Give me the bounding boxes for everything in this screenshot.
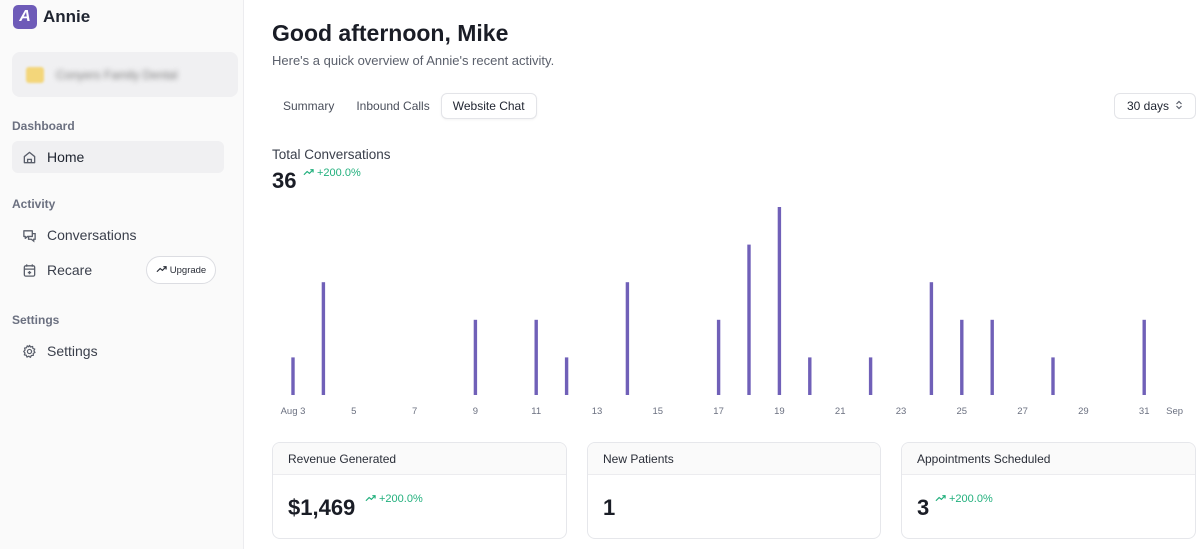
x-tick-label: 13 xyxy=(592,406,603,417)
chart-bar[interactable] xyxy=(868,357,873,395)
section-label-settings: Settings xyxy=(12,313,60,327)
stat-card-label: Revenue Generated xyxy=(273,443,566,475)
x-tick-label: 15 xyxy=(653,406,664,417)
x-tick-label: 21 xyxy=(835,406,846,417)
x-tick-label: 25 xyxy=(957,406,968,417)
chart-bar[interactable] xyxy=(960,319,964,395)
change-value: +200.0% xyxy=(379,493,423,505)
stat-card-change: +200.0% xyxy=(935,493,993,505)
upgrade-button[interactable]: Upgrade xyxy=(146,256,216,284)
x-tick-label: 23 xyxy=(896,406,907,417)
stat-card-value: 3 xyxy=(917,495,930,520)
sidebar-item-label: Recare xyxy=(47,262,93,278)
trend-up-icon xyxy=(935,493,946,505)
x-tick-label: 17 xyxy=(713,406,724,417)
chart-bar[interactable] xyxy=(473,319,478,395)
section-label-dashboard: Dashboard xyxy=(12,119,75,133)
org-name: Conyers Family Dental xyxy=(56,67,178,82)
stat-card-label: Appointments Scheduled xyxy=(902,443,1195,475)
chevron-up-down-icon xyxy=(1175,99,1183,113)
total-conversations-change: +200.0% xyxy=(303,167,361,179)
x-tick-label: 7 xyxy=(412,406,417,417)
sidebar: A Annie Conyers Family Dental Dashboard … xyxy=(0,0,244,549)
chat-icon xyxy=(20,226,38,244)
x-tick-label: Sep xyxy=(1166,406,1183,417)
x-tick-label: 9 xyxy=(473,406,478,417)
page-subtitle: Here's a quick overview of Annie's recen… xyxy=(272,53,555,68)
x-tick-label: 5 xyxy=(351,406,356,417)
chart-bar[interactable] xyxy=(291,357,295,395)
home-icon xyxy=(20,148,38,166)
chart-bar[interactable] xyxy=(747,244,751,395)
brand-name: Annie xyxy=(43,7,91,26)
main-content: Good afternoon, Mike Here's a quick over… xyxy=(244,0,1200,549)
sidebar-item-label: Settings xyxy=(47,343,98,359)
section-label-activity: Activity xyxy=(12,197,56,211)
trend-up-icon xyxy=(156,265,167,276)
stat-card-appointments: Appointments Scheduled 3 +200.0% xyxy=(901,442,1196,539)
chart-bar[interactable] xyxy=(564,357,569,395)
stat-card-label: New Patients xyxy=(588,443,880,475)
sidebar-item-label: Home xyxy=(47,149,85,165)
sidebar-item-conversations[interactable]: Conversations xyxy=(12,219,224,251)
brand[interactable]: A Annie xyxy=(13,5,90,29)
x-tick-label: 29 xyxy=(1078,406,1089,417)
chart-bar[interactable] xyxy=(716,319,721,395)
brand-logo-icon: A xyxy=(13,5,37,29)
date-range-value: 30 days xyxy=(1126,99,1170,113)
chart-bar[interactable] xyxy=(777,207,782,395)
stat-card-change: +200.0% xyxy=(365,493,423,505)
sidebar-item-home[interactable]: Home xyxy=(12,141,224,173)
tab-bar: Summary Inbound Calls Website Chat xyxy=(272,93,537,119)
chart-bar[interactable] xyxy=(534,319,538,395)
tab-summary[interactable]: Summary xyxy=(283,99,335,113)
chart-bar[interactable] xyxy=(990,319,994,395)
chart-bar[interactable] xyxy=(808,357,812,395)
stat-card-revenue: Revenue Generated $1,469 +200.0% xyxy=(272,442,567,539)
chart-bar[interactable] xyxy=(1051,357,1055,395)
change-value: +200.0% xyxy=(317,167,361,179)
chart-title: Total Conversations xyxy=(272,147,391,162)
change-value: +200.0% xyxy=(949,493,993,505)
total-conversations-value: 36 xyxy=(272,168,297,193)
stat-card-value: 1 xyxy=(603,495,616,520)
tab-website-chat[interactable]: Website Chat xyxy=(440,93,537,119)
tab-inbound-calls[interactable]: Inbound Calls xyxy=(356,99,430,113)
x-tick-label: 31 xyxy=(1139,406,1150,417)
stat-card-new-patients: New Patients 1 xyxy=(587,442,881,539)
sidebar-item-recare[interactable]: Recare xyxy=(12,254,142,286)
upgrade-label: Upgrade xyxy=(169,264,207,276)
org-icon xyxy=(26,66,44,83)
chart-bar[interactable] xyxy=(625,282,630,395)
x-tick-label: 27 xyxy=(1017,406,1028,417)
gear-icon xyxy=(20,342,38,360)
page-title: Good afternoon, Mike xyxy=(272,20,509,46)
chart-bar[interactable] xyxy=(929,282,934,395)
x-tick-label: 11 xyxy=(531,406,541,417)
chart-bar[interactable] xyxy=(1142,319,1146,395)
x-tick-label: 19 xyxy=(774,406,785,417)
date-range-select[interactable]: 30 days xyxy=(1114,93,1196,119)
x-tick-label: Aug 3 xyxy=(281,406,306,417)
sidebar-item-settings[interactable]: Settings xyxy=(12,335,224,367)
trend-up-icon xyxy=(365,493,376,505)
chart-bar[interactable] xyxy=(321,282,326,395)
sidebar-item-label: Conversations xyxy=(47,227,137,243)
calendar-plus-icon xyxy=(20,261,38,279)
stat-card-value: $1,469 xyxy=(288,495,356,520)
org-switcher[interactable]: Conyers Family Dental xyxy=(12,52,238,97)
trend-up-icon xyxy=(303,167,314,179)
conversations-bar-chart: Aug 3 5 7 9 11 13 15 17 19 21 23 25 27 29 31 Sep xyxy=(281,207,1183,417)
